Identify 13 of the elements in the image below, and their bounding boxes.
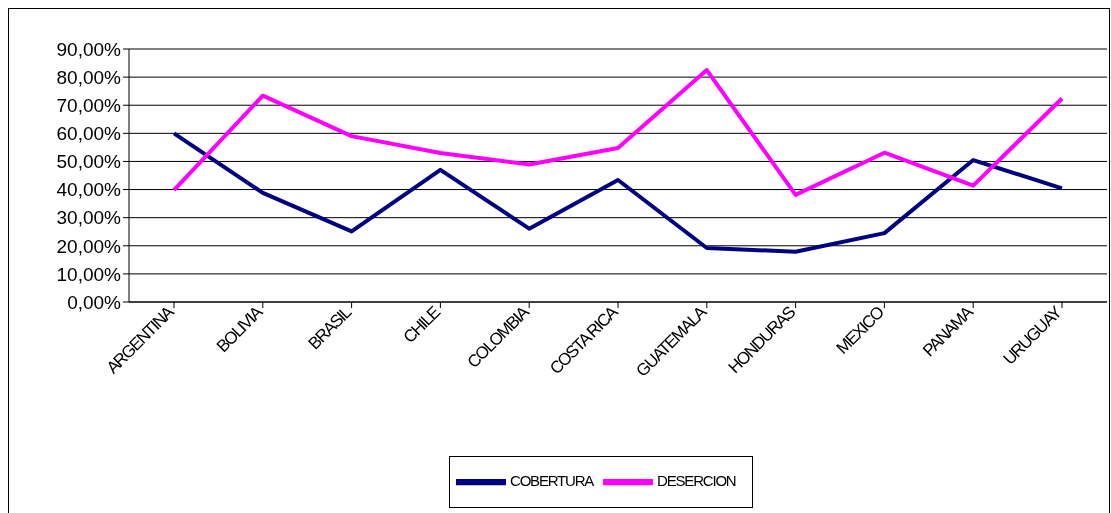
- y-tick-label: 70,00%: [56, 94, 122, 116]
- y-tick-label: 90,00%: [56, 38, 122, 60]
- y-tick-label: 20,00%: [56, 235, 122, 257]
- line-series: [172, 68, 1064, 197]
- legend-label: DESERCION: [657, 471, 736, 489]
- y-tick-label: 50,00%: [56, 151, 122, 173]
- y-tick-label: 10,00%: [56, 263, 122, 285]
- y-tick-label: 30,00%: [56, 207, 122, 229]
- y-tick-label: 80,00%: [56, 66, 122, 88]
- legend-label: COBERTURA: [510, 471, 594, 489]
- y-tick-label: 60,00%: [56, 123, 122, 145]
- y-tick-label: 40,00%: [56, 179, 122, 201]
- line-series: [172, 131, 1064, 254]
